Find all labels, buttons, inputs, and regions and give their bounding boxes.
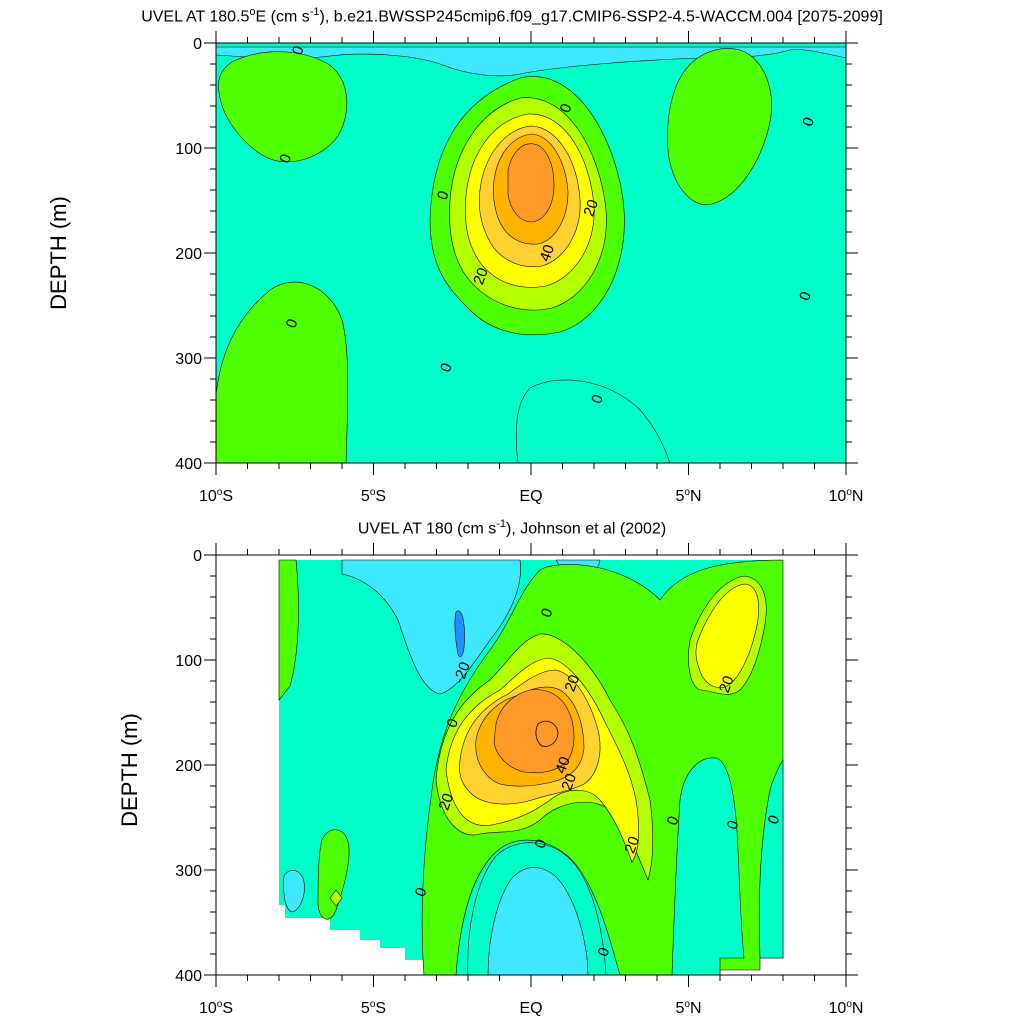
field-pos-bottomleft [216,281,349,463]
contour-label: 20 [470,266,492,287]
y-tick-label: 100 [175,653,202,670]
y-tick-label: 300 [175,351,202,368]
contour-label: 20 [621,834,643,855]
field-obs-neg-east-2 [759,759,784,959]
field-pos-jet-50 [507,143,555,223]
y-tick-label: 200 [175,758,202,775]
contour-label: 40 [552,754,574,775]
field-obs-cyan-bottom-core [487,867,589,975]
field-obs-blue-core [454,610,465,658]
x-tick-label: 5oS [361,999,386,1017]
x-tick-label: 5oN [675,999,701,1017]
field-obs-pos-jet-50 [493,689,575,773]
field-obs-pos-left-blob [317,829,350,920]
field-cyan-surface [216,46,846,77]
panel-2-fields [278,559,784,975]
contour-label: 20 [436,791,458,812]
field-obs-pos-left-blob-inner [329,889,343,907]
x-tick-label: 10oS [199,487,233,505]
field-obs-cyan-west [341,559,521,695]
y-tick-label: 300 [175,863,202,880]
contour-label: 20 [558,771,580,792]
panel-1-fields [216,43,846,463]
contour-label: 20 [562,673,584,694]
field-obs-cyan-southwest [283,870,305,913]
y-tick-label: 200 [175,246,202,263]
contour-label: -20 [450,660,473,686]
panel-1-axes: 0 100 200 300 400 10oS 5oS EQ 5oN 10oN [175,31,863,505]
contour-label: 40 [536,242,558,263]
x-tick-label: 10oN [829,999,864,1017]
contour-label: 20 [716,674,738,695]
y-tick-label: 100 [175,141,202,158]
field-obs-pos-left-strip [278,559,299,701]
x-tick-label: EQ [519,488,542,505]
field-obs-pos-jet-60 [535,720,559,747]
panel-1-title: UVEL AT 180.5oE (cm s-1), b.e21.BWSSP245… [141,6,883,26]
field-pos-topleft [218,51,348,163]
field-pos-bottom-center [515,379,671,463]
y-tick-label: 400 [175,456,202,473]
field-obs-neg-east [671,757,745,975]
x-tick-label: 10oN [829,487,864,505]
x-tick-label: EQ [519,1000,542,1017]
x-tick-label: 10oS [199,999,233,1017]
field-pos-topright [667,48,772,206]
y-tick-label: 0 [193,548,202,565]
panel-2-axes: 0 100 200 300 400 10oS 5oS EQ 5oN 10oN [175,543,863,1017]
x-tick-label: 5oN [675,487,701,505]
y-tick-label: 0 [193,36,202,53]
contour-label: 20 [580,197,602,218]
y-tick-label: 400 [175,968,202,985]
field-obs-pos-east-20 [695,583,759,688]
panel-2-title: UVEL AT 180 (cm s-1), Johnson et al (200… [357,518,667,538]
x-tick-label: 5oS [361,487,386,505]
